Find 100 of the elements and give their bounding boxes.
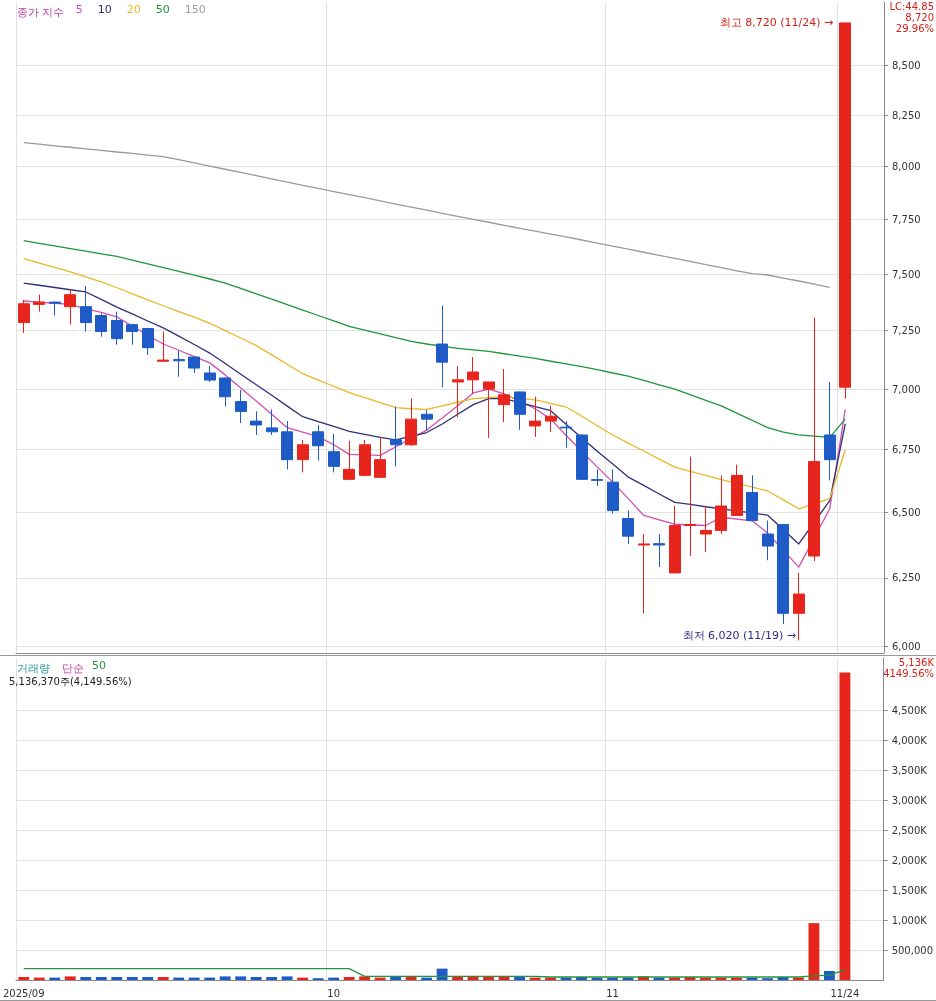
y-tick-label: 7,750 — [892, 213, 921, 225]
candlestick — [266, 408, 278, 436]
candlestick — [731, 464, 743, 516]
candlestick — [235, 389, 247, 424]
text: 29.96% — [895, 22, 935, 34]
bar — [95, 977, 107, 980]
candlestick — [64, 288, 76, 326]
candlestick — [49, 300, 61, 317]
x-tick-label: 2025/09 — [2, 987, 45, 999]
bar — [281, 976, 293, 980]
bar — [467, 977, 479, 980]
candlestick — [467, 356, 479, 395]
bar — [235, 976, 247, 980]
bar — [266, 977, 278, 980]
text: 5 — [75, 2, 83, 16]
line-series — [23, 967, 846, 978]
candlestick — [390, 406, 402, 467]
candlestick — [684, 456, 696, 557]
y-tick-label: 2,000K — [891, 854, 928, 866]
y-tick-label: 2,500K — [891, 824, 928, 836]
candlestick — [359, 439, 371, 477]
bar — [18, 977, 30, 980]
candlestick — [111, 311, 123, 346]
y-tick-label: 8,250 — [892, 109, 921, 121]
text: 20 — [126, 2, 141, 16]
bar — [343, 977, 355, 980]
y-tick-label: 3,000K — [891, 794, 928, 806]
bar — [808, 923, 820, 980]
y-tick-label: 6,500 — [892, 507, 921, 519]
y-tick-label: 1,500K — [891, 884, 928, 896]
y-tick-label: 8,000 — [892, 161, 921, 173]
candlestick — [483, 381, 495, 439]
candlestick — [18, 299, 30, 334]
y-tick-label: 7,250 — [892, 325, 921, 337]
text: 150 — [184, 2, 206, 16]
text: 4149.56% — [883, 667, 934, 679]
text: 5,136K — [898, 656, 935, 668]
annotation: 최저 6,020 (11/19) → — [682, 629, 796, 642]
bar — [157, 977, 169, 980]
candlestick — [498, 368, 510, 423]
line-series — [23, 141, 831, 288]
candlestick — [374, 436, 386, 478]
candlestick — [126, 323, 138, 346]
candlestick — [591, 468, 603, 487]
y-tick-label: 1,000K — [891, 914, 928, 926]
candlestick — [746, 474, 758, 522]
candlestick — [250, 410, 262, 436]
candlestick — [576, 433, 588, 480]
x-tick-label: 10 — [327, 987, 340, 999]
candlestick — [173, 350, 185, 378]
legend-title: 종가 지수 — [17, 6, 65, 19]
text: LC:44.85 — [889, 0, 935, 12]
candlestick — [452, 365, 464, 418]
line-series — [23, 257, 846, 510]
text: 50 — [92, 658, 106, 672]
candlestick — [312, 424, 324, 462]
bar — [64, 976, 76, 980]
bar — [483, 977, 494, 980]
candlestick — [514, 390, 526, 431]
candlestick — [715, 474, 727, 535]
candlestick — [142, 327, 154, 356]
candlestick — [281, 420, 293, 470]
annotation: 최고 8,720 (11/24) → — [719, 16, 834, 30]
candlestick — [700, 505, 712, 553]
bar — [839, 672, 851, 980]
candlestick — [204, 365, 216, 383]
candlestick — [824, 381, 836, 481]
text: 10 — [97, 2, 112, 16]
chart-title: 거래량 — [17, 662, 50, 675]
bar — [219, 976, 231, 980]
y-tick-label: 6,250 — [892, 572, 921, 584]
candlestick — [421, 408, 433, 432]
candlestick — [777, 523, 789, 625]
line-series — [23, 240, 846, 439]
candlestick — [653, 533, 665, 568]
candlestick — [839, 22, 851, 400]
y-tick-label: 500,000 — [891, 944, 934, 956]
candlestick — [638, 533, 650, 614]
x-tick-label: 11/24 — [830, 987, 860, 999]
candlestick — [808, 317, 820, 562]
legend-title: 단순 — [62, 662, 84, 675]
bar — [111, 977, 123, 980]
candlestick — [607, 468, 619, 515]
bar — [80, 977, 92, 980]
text: 5,136,370주(4,149.56%) — [9, 675, 132, 687]
candlestick — [545, 405, 557, 433]
bar — [390, 977, 402, 980]
candlestick — [328, 433, 340, 473]
candlestick — [343, 440, 355, 480]
text: 50 — [155, 2, 170, 16]
candlestick — [80, 285, 92, 333]
candlestick — [188, 355, 200, 374]
bar — [250, 977, 262, 980]
candlestick — [529, 396, 541, 438]
bar — [405, 977, 417, 980]
y-tick-label: 4,500K — [891, 705, 928, 717]
candlestick — [560, 420, 572, 449]
y-tick-label: 6,000 — [892, 640, 921, 652]
candlestick — [669, 505, 681, 574]
y-tick-label: 7,000 — [892, 383, 921, 395]
